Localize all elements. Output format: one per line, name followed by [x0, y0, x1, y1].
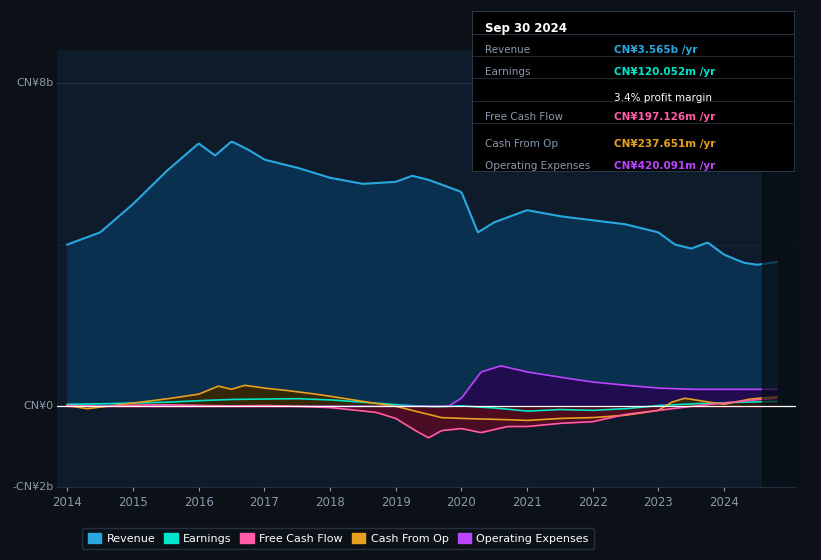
- Text: CN¥420.091m /yr: CN¥420.091m /yr: [613, 161, 715, 171]
- Text: Free Cash Flow: Free Cash Flow: [485, 112, 563, 122]
- Text: CN¥237.651m /yr: CN¥237.651m /yr: [613, 139, 715, 149]
- Text: CN¥8b: CN¥8b: [16, 78, 54, 88]
- Text: Earnings: Earnings: [485, 67, 530, 77]
- Text: Cash From Op: Cash From Op: [485, 139, 558, 149]
- Text: CN¥3.565b /yr: CN¥3.565b /yr: [613, 45, 697, 55]
- Legend: Revenue, Earnings, Free Cash Flow, Cash From Op, Operating Expenses: Revenue, Earnings, Free Cash Flow, Cash …: [82, 528, 594, 549]
- Text: Sep 30 2024: Sep 30 2024: [485, 22, 567, 35]
- Text: Operating Expenses: Operating Expenses: [485, 161, 590, 171]
- Text: Revenue: Revenue: [485, 45, 530, 55]
- Bar: [762, 50, 796, 487]
- Text: CN¥197.126m /yr: CN¥197.126m /yr: [613, 112, 715, 122]
- Text: CN¥0: CN¥0: [24, 402, 54, 411]
- Text: -CN¥2b: -CN¥2b: [12, 482, 54, 492]
- Text: 3.4% profit margin: 3.4% profit margin: [613, 92, 712, 102]
- Text: CN¥120.052m /yr: CN¥120.052m /yr: [613, 67, 715, 77]
